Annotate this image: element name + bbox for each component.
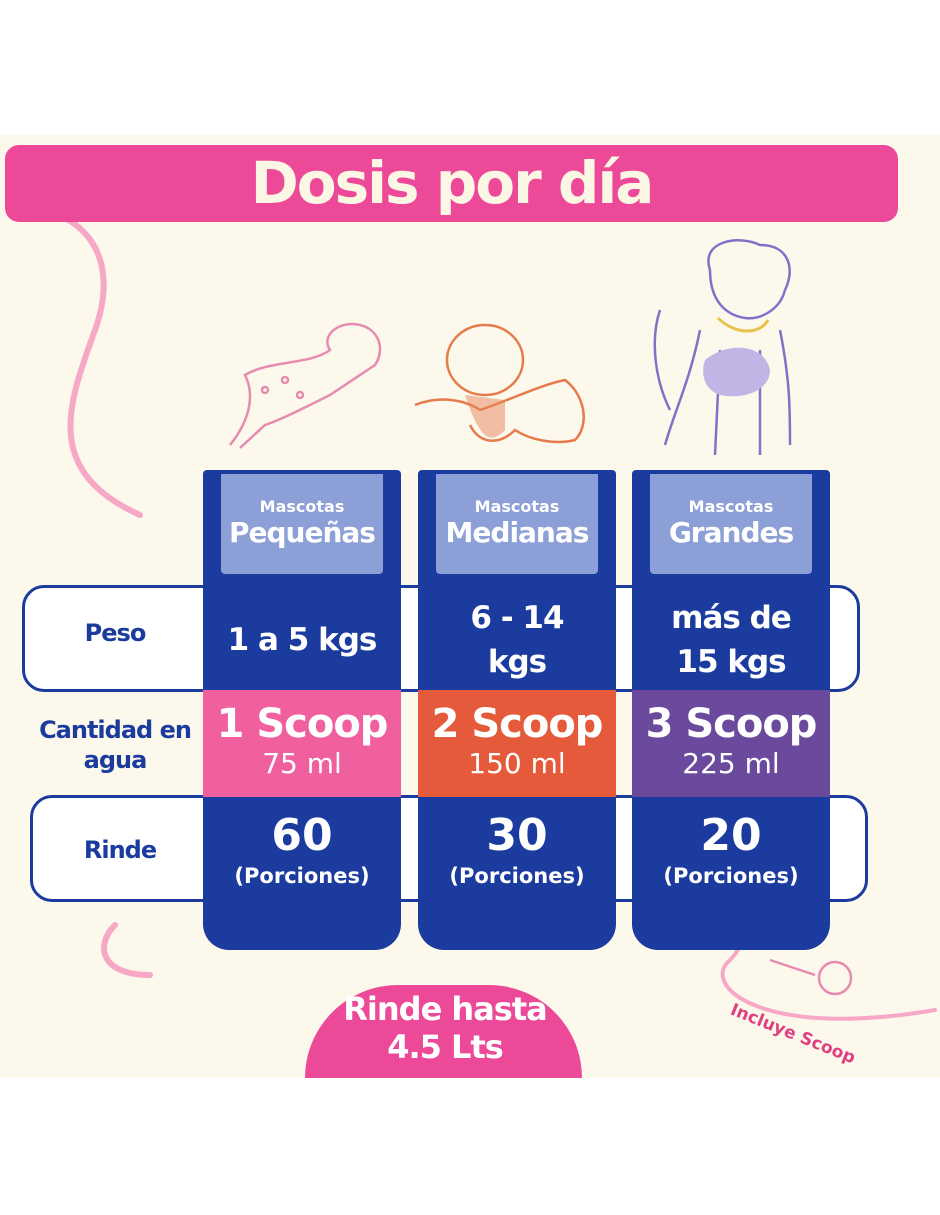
ml: 225 ml <box>682 747 780 780</box>
column-header: Mascotas Pequeñas <box>221 474 383 574</box>
header-small: Mascotas <box>688 497 774 516</box>
yield: 30 <box>486 810 548 861</box>
collar <box>716 316 770 333</box>
scoop-icon <box>769 958 853 996</box>
swirl <box>12 202 143 518</box>
small-dog <box>229 322 382 449</box>
large-dog-chest <box>703 347 770 397</box>
yield-unit: (Porciones) <box>234 864 370 888</box>
badge-bg <box>305 985 582 1078</box>
weight: 6 - 14 kgs <box>470 600 564 680</box>
row-label: Peso <box>84 619 147 647</box>
large-dog <box>653 239 792 456</box>
column-header: Mascotas Medianas <box>436 474 598 574</box>
header-small: Mascotas <box>259 497 345 516</box>
header-big: Grandes <box>668 516 794 549</box>
column: Mascotas Pequeñas 1 a 5 kgs 1 Scoop 75 ml 60 (… <box>203 470 401 950</box>
header-big: Pequeñas <box>229 516 376 549</box>
medium-dog-fill <box>465 395 505 438</box>
scoop: 1 Scoop <box>216 701 389 747</box>
title-bar <box>5 145 898 222</box>
swirl <box>101 922 153 978</box>
ml: 75 ml <box>262 747 342 780</box>
yield-cell: 30 (Porciones) <box>418 810 616 890</box>
scoop-cell: 1 Scoop 75 ml <box>203 690 401 797</box>
column: Mascotas Grandes más de 15 kgs 3 Scoop 225 m… <box>632 470 830 950</box>
title: Dosis por día <box>250 149 655 217</box>
column: Mascotas Medianas 6 - 14 kgs 2 Scoop 150 ml 3… <box>418 470 616 950</box>
column-header: Mascotas Grandes <box>650 474 812 574</box>
scoop-cell: 3 Scoop 225 ml <box>632 690 830 797</box>
yield: 60 <box>271 810 333 861</box>
badge: Rinde hasta 4.5 Lts <box>343 990 547 1066</box>
yield: 20 <box>700 810 762 861</box>
row-label: Rinde <box>83 836 157 864</box>
yield-cell: 20 (Porciones) <box>632 810 830 890</box>
weight: 1 a 5 kgs <box>227 622 378 658</box>
scoop: 3 Scoop <box>645 701 818 747</box>
yield-cell: 60 (Porciones) <box>203 810 401 890</box>
weight: más de 15 kgs <box>671 600 792 680</box>
scoop-cell: 2 Scoop 150 ml <box>418 690 616 797</box>
ml: 150 ml <box>468 747 566 780</box>
header-small: Mascotas <box>474 497 560 516</box>
yield-unit: (Porciones) <box>449 864 585 888</box>
yield-unit: (Porciones) <box>663 864 799 888</box>
header-big: Medianas <box>445 516 590 549</box>
row-label: Cantidad en agua <box>39 716 192 774</box>
scoop: 2 Scoop <box>431 701 604 747</box>
